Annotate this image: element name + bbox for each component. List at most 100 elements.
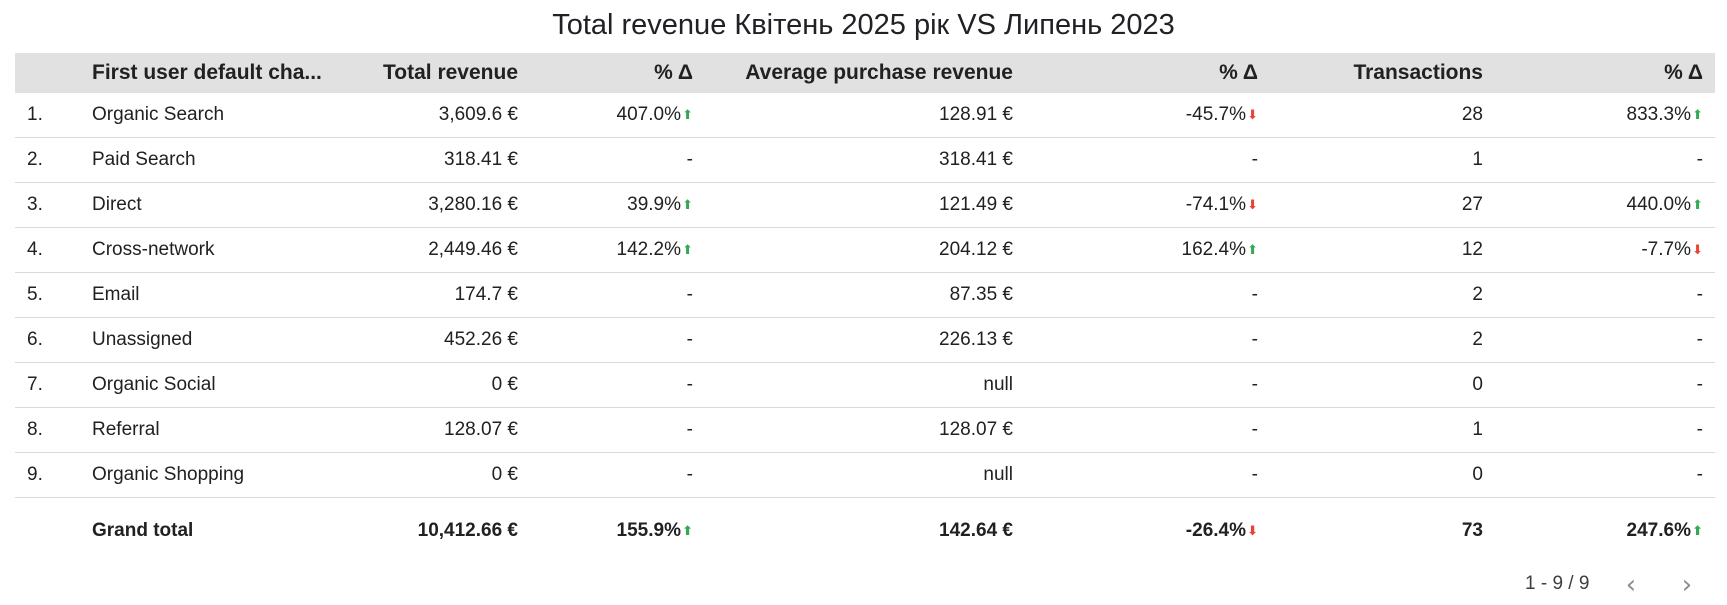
grand-total-index: [15, 498, 92, 565]
trend-arrow-icon: ⬆: [682, 523, 693, 538]
transactions-cell: 0: [1270, 362, 1495, 408]
avg-purchase-cell: 226.13 €: [705, 317, 1025, 363]
delta-value: -26.4%: [1185, 520, 1246, 541]
trend-arrow-icon: ⬇: [1247, 107, 1258, 122]
row-index: 7.: [15, 362, 92, 408]
delta-value: -: [1251, 149, 1258, 170]
delta-value: -: [1251, 464, 1258, 485]
delta-value: -74.1%: [1185, 194, 1246, 215]
transactions-cell: 28: [1270, 93, 1495, 138]
table-row[interactable]: 2. Paid Search 318.41 € -318.41 € -1-: [15, 137, 1715, 183]
trend-arrow-icon: ⬆: [1692, 523, 1703, 538]
table-row[interactable]: 3. Direct 3,280.16 €39.9%⬆ 121.49 € -74.1%⬇ 2…: [15, 182, 1715, 228]
delta-transactions-cell: -: [1495, 407, 1715, 453]
delta-value: 407.0%: [616, 104, 681, 125]
delta-avg-purchase-cell: -: [1025, 407, 1270, 453]
grand-total-transactions: 73: [1461, 520, 1483, 541]
table-row[interactable]: 6. Unassigned 452.26 € -226.13 € -2-: [15, 317, 1715, 363]
delta-value: -: [686, 419, 693, 440]
delta-value: 39.9%: [627, 194, 681, 215]
trend-arrow-icon: ⬇: [1692, 242, 1703, 257]
row-index: 6.: [15, 317, 92, 363]
table-row[interactable]: 5. Email 174.7 € -87.35 € -2-: [15, 272, 1715, 318]
table-row[interactable]: 7. Organic Social 0 € - null -0-: [15, 362, 1715, 408]
grand-total-revenue: 10,412.66 €: [417, 520, 518, 541]
grand-total-delta-transactions: 247.6%⬆: [1495, 498, 1715, 565]
table-row[interactable]: 8. Referral 128.07 € -128.07 € -1-: [15, 407, 1715, 453]
delta-value: 142.2%: [616, 239, 681, 260]
table-row[interactable]: 4. Cross-network 2,449.46 €142.2%⬆ 204.12 €…: [15, 227, 1715, 273]
delta-value: -: [1696, 329, 1703, 350]
header-delta-revenue[interactable]: % Δ: [530, 53, 705, 93]
transactions-cell: 2: [1270, 272, 1495, 318]
row-index: 9.: [15, 452, 92, 498]
trend-arrow-icon: ⬆: [1692, 107, 1703, 122]
delta-value: -: [1251, 284, 1258, 305]
header-transactions[interactable]: Transactions: [1270, 53, 1495, 93]
avg-purchase-cell: 87.35 €: [705, 272, 1025, 318]
delta-revenue-cell: 39.9%⬆: [530, 182, 705, 228]
avg-purchase-cell: 318.41 €: [705, 137, 1025, 183]
delta-value: 155.9%: [616, 520, 681, 541]
delta-value: -: [1251, 329, 1258, 350]
total-revenue-cell: 0 €: [335, 452, 530, 498]
avg-purchase-cell: null: [705, 452, 1025, 498]
header-delta-avg-purchase[interactable]: % Δ: [1025, 53, 1270, 93]
delta-transactions-cell: -: [1495, 137, 1715, 183]
delta-avg-purchase-cell: -: [1025, 452, 1270, 498]
grand-total-avg-purchase: 142.64 €: [939, 520, 1013, 541]
delta-revenue-cell: -: [530, 272, 705, 318]
delta-value: -: [1251, 374, 1258, 395]
delta-transactions-cell: 440.0%⬆: [1495, 182, 1715, 228]
report-title: Total revenue Квітень 2025 рік VS Липень…: [552, 9, 1175, 41]
delta-avg-purchase-cell: -74.1%⬇: [1025, 182, 1270, 228]
header-avg-purchase-revenue[interactable]: Average purchase revenue: [705, 53, 1025, 93]
chevron-left-icon[interactable]: ‹: [1625, 570, 1637, 600]
transactions-cell: 1: [1270, 407, 1495, 453]
delta-value: -: [1251, 419, 1258, 440]
trend-arrow-icon: ⬆: [682, 107, 693, 122]
avg-purchase-cell: 121.49 €: [705, 182, 1025, 228]
delta-transactions-cell: -: [1495, 272, 1715, 318]
delta-value: 440.0%: [1626, 194, 1691, 215]
trend-arrow-icon: ⬇: [1247, 523, 1258, 538]
delta-value: -: [1696, 374, 1703, 395]
trend-arrow-icon: ⬆: [682, 242, 693, 257]
delta-value: 833.3%: [1626, 104, 1691, 125]
delta-value: -: [686, 374, 693, 395]
delta-revenue-cell: 407.0%⬆: [530, 93, 705, 138]
pagination-range: 1 - 9 / 9: [1525, 573, 1590, 594]
table-row[interactable]: 9. Organic Shopping 0 € - null -0-: [15, 452, 1715, 498]
header-delta-transactions[interactable]: % Δ: [1495, 53, 1715, 93]
delta-transactions-cell: -: [1495, 317, 1715, 363]
delta-value: 162.4%: [1181, 239, 1246, 260]
channel-cell: Email: [92, 272, 335, 318]
transactions-cell: 0: [1270, 452, 1495, 498]
header-total-revenue[interactable]: Total revenue: [335, 53, 530, 93]
header-channel[interactable]: First user default cha...: [92, 53, 335, 93]
delta-value: -: [686, 149, 693, 170]
transactions-cell: 1: [1270, 137, 1495, 183]
total-revenue-cell: 0 €: [335, 362, 530, 408]
delta-value: -45.7%: [1185, 104, 1246, 125]
avg-purchase-cell: 128.07 €: [705, 407, 1025, 453]
row-index: 8.: [15, 407, 92, 453]
row-index: 3.: [15, 182, 92, 228]
chevron-right-icon[interactable]: ›: [1681, 570, 1693, 600]
total-revenue-cell: 128.07 €: [335, 407, 530, 453]
delta-avg-purchase-cell: 162.4%⬆: [1025, 227, 1270, 273]
delta-value: -: [686, 284, 693, 305]
delta-value: -: [686, 464, 693, 485]
delta-value: -: [1696, 464, 1703, 485]
table-header-row: First user default cha... Total revenue …: [15, 53, 1715, 93]
channel-cell: Cross-network: [92, 227, 335, 273]
table-row[interactable]: 1. Organic Search 3,609.6 €407.0%⬆ 128.91 €…: [15, 93, 1715, 138]
channel-cell: Organic Social: [92, 362, 335, 408]
delta-transactions-cell: -: [1495, 362, 1715, 408]
channel-cell: Referral: [92, 407, 335, 453]
channel-cell: Organic Shopping: [92, 452, 335, 498]
grand-total-row: Grand total 10,412.66 € 155.9%⬆ 142.64 €…: [15, 498, 1715, 565]
delta-transactions-cell: -7.7%⬇: [1495, 227, 1715, 273]
avg-purchase-cell: 128.91 €: [705, 93, 1025, 138]
delta-revenue-cell: -: [530, 407, 705, 453]
